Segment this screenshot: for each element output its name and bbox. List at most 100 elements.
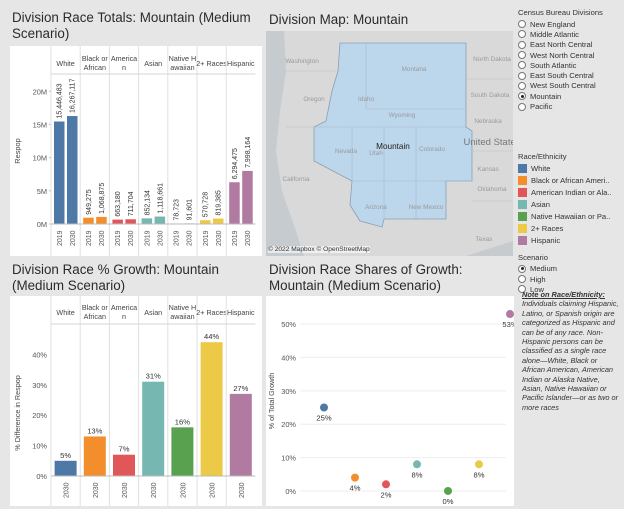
bar[interactable] bbox=[83, 436, 106, 476]
race-legend-header: Race/Ethnicity bbox=[518, 151, 567, 161]
radio-icon[interactable] bbox=[518, 81, 526, 90]
category-header: Asian bbox=[144, 308, 162, 317]
x-tick-label: 2030 bbox=[64, 482, 71, 498]
radio-icon[interactable] bbox=[518, 264, 526, 273]
race-legend-item[interactable]: American Indian or Ala.. bbox=[518, 187, 622, 199]
category-header: America bbox=[111, 54, 137, 63]
radio-icon[interactable] bbox=[518, 92, 526, 101]
x-tick-label: 2030 bbox=[93, 482, 100, 498]
state-label: Wyoming bbox=[389, 112, 416, 119]
shares-chart[interactable]: % of Total Growth 0% 10% 20% 30% 40% 50% 25% 4% 2… bbox=[266, 296, 518, 506]
bar[interactable] bbox=[229, 393, 252, 476]
division-option-east-south-central[interactable]: East South Central bbox=[518, 70, 622, 80]
bar-value-label: 16,267,117 bbox=[70, 78, 77, 113]
state-label: Washington bbox=[285, 58, 319, 65]
bar[interactable] bbox=[200, 220, 211, 224]
map-attribution: © 2022 Mapbox © OpenStreetMap bbox=[268, 246, 370, 253]
scatter-point[interactable] bbox=[506, 310, 514, 319]
y-tick-label: 30% bbox=[281, 387, 296, 396]
y-tick-label: 20M bbox=[33, 87, 47, 96]
division-map[interactable]: Washington Montana North Dakota South Dakot… bbox=[266, 31, 513, 256]
x-tick-label: 2030 bbox=[122, 482, 129, 498]
division-option-middle-atlantic[interactable]: Middle Atlantic bbox=[518, 29, 622, 39]
radio-icon[interactable] bbox=[518, 61, 526, 70]
category-header: White bbox=[56, 59, 74, 68]
x-tick-label: 2030 bbox=[157, 230, 164, 246]
x-tick-label: 2019 bbox=[86, 230, 93, 246]
bar[interactable] bbox=[54, 460, 77, 476]
scenario-header: Scenario bbox=[518, 252, 548, 262]
race-legend-item[interactable]: 2+ Races bbox=[518, 223, 622, 235]
radio-icon[interactable] bbox=[518, 20, 526, 29]
bar[interactable] bbox=[141, 218, 153, 224]
map-svg: Washington Montana North Dakota South Dakot… bbox=[266, 31, 513, 256]
radio-icon[interactable] bbox=[518, 102, 526, 111]
race-legend-item[interactable]: Native Hawaiian or Pa.. bbox=[518, 211, 622, 223]
race-legend-item[interactable]: White bbox=[518, 163, 622, 175]
division-option-west-south-central[interactable]: West South Central bbox=[518, 81, 622, 91]
scatter-point[interactable] bbox=[444, 486, 452, 495]
race-legend-item[interactable]: Hispanic bbox=[518, 235, 622, 247]
legend-label: Asian bbox=[531, 200, 550, 210]
y-tick-label: 5M bbox=[37, 187, 47, 196]
bar[interactable] bbox=[142, 381, 165, 476]
scenario-option-high[interactable]: High bbox=[518, 274, 622, 284]
x-tick-label: 2030 bbox=[70, 230, 77, 246]
scenario-option-low[interactable]: Low bbox=[518, 284, 622, 294]
note-body: Individuals claiming Hispanic, Latino, o… bbox=[522, 299, 619, 412]
bar[interactable] bbox=[242, 170, 253, 224]
division-option-pacific[interactable]: Pacific bbox=[518, 101, 622, 111]
bar[interactable] bbox=[112, 219, 123, 224]
totals-chart[interactable]: Respop 0M 5M 10M 15M 20M White Black or African A… bbox=[10, 46, 262, 256]
bar[interactable] bbox=[83, 217, 94, 224]
bar[interactable] bbox=[96, 216, 107, 224]
bar[interactable] bbox=[113, 454, 135, 476]
division-option-west-north-central[interactable]: West North Central bbox=[518, 50, 622, 60]
radio-icon[interactable] bbox=[518, 51, 526, 60]
division-option-south-atlantic[interactable]: South Atlantic bbox=[518, 60, 622, 70]
category-header: awaiian bbox=[170, 63, 194, 72]
division-option-new-england[interactable]: New England bbox=[518, 19, 622, 29]
bar[interactable] bbox=[125, 219, 136, 224]
bar-value-label: 15,446,483 bbox=[57, 83, 64, 118]
scatter-point[interactable] bbox=[351, 473, 359, 482]
scatter-point[interactable] bbox=[320, 403, 328, 412]
state-label: Montana bbox=[402, 66, 427, 73]
scatter-point[interactable] bbox=[475, 460, 483, 469]
legend-swatch bbox=[518, 176, 527, 186]
bar[interactable] bbox=[229, 182, 240, 224]
legend-label: Native Hawaiian or Pa.. bbox=[531, 212, 611, 222]
race-legend-item[interactable]: Asian bbox=[518, 199, 622, 211]
legend-label: Black or African Ameri.. bbox=[531, 176, 610, 186]
radio-icon[interactable] bbox=[518, 285, 526, 294]
y-tick-label: 50% bbox=[281, 320, 296, 329]
scenario-radio-list: Medium High Low bbox=[518, 264, 622, 295]
bar[interactable] bbox=[171, 427, 194, 476]
division-option-mountain[interactable]: Mountain bbox=[518, 91, 622, 101]
bar[interactable] bbox=[54, 121, 65, 224]
scatter-point[interactable] bbox=[413, 460, 421, 469]
bar[interactable] bbox=[213, 218, 224, 224]
x-tick-label: 2019 bbox=[57, 230, 64, 246]
race-legend-item[interactable]: Black or African Ameri.. bbox=[518, 175, 622, 187]
growth-chart-svg: % Difference in Respop 0% 10% 20% 30% 40% Whit… bbox=[13, 296, 256, 506]
radio-icon[interactable] bbox=[518, 71, 526, 80]
state-label: Oregon bbox=[303, 96, 325, 103]
point-value-label: 4% bbox=[350, 484, 361, 493]
division-option-east-north-central[interactable]: East North Central bbox=[518, 40, 622, 50]
radio-icon[interactable] bbox=[518, 30, 526, 39]
bar[interactable] bbox=[200, 342, 223, 476]
bar[interactable] bbox=[67, 116, 78, 224]
bar-value-label: 78,723 bbox=[174, 199, 181, 221]
x-tick-label: 2030 bbox=[216, 230, 223, 246]
division-option-label: South Atlantic bbox=[530, 60, 577, 70]
scenario-option-label: High bbox=[530, 274, 546, 284]
scatter-point[interactable] bbox=[382, 480, 390, 489]
radio-icon[interactable] bbox=[518, 40, 526, 49]
bar[interactable] bbox=[154, 216, 166, 224]
radio-icon[interactable] bbox=[518, 275, 526, 284]
scenario-option-medium[interactable]: Medium bbox=[518, 264, 622, 274]
y-tick-label: 10M bbox=[33, 154, 47, 163]
growth-chart[interactable]: % Difference in Respop 0% 10% 20% 30% 40% Whit… bbox=[10, 296, 262, 506]
